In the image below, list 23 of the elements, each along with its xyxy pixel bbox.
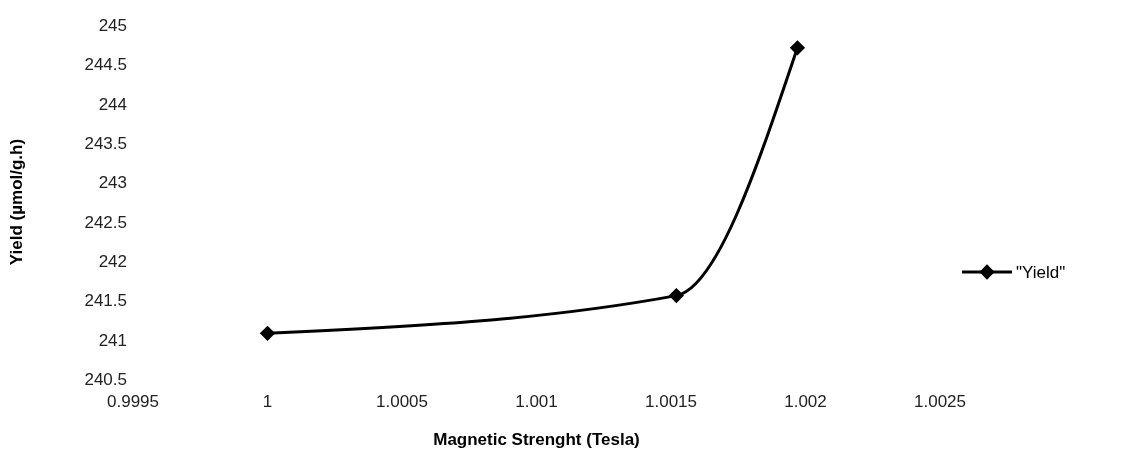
- y-axis-title: Yield (µmol/g.h): [7, 138, 26, 266]
- y-tick-label: 242: [98, 251, 127, 271]
- y-tick-label: 243: [98, 173, 127, 193]
- y-tick-label: 245: [98, 15, 127, 35]
- y-tick-label: 244.5: [84, 55, 127, 75]
- y-tick-label: 241.5: [84, 291, 127, 311]
- point: [668, 287, 685, 304]
- x-tick-label: 1.002: [784, 392, 827, 411]
- point: [259, 325, 276, 342]
- y-tick-label: 243.5: [84, 133, 127, 153]
- y-tick-label: 240.5: [84, 369, 127, 389]
- point: [789, 40, 806, 56]
- x-tick-label: 1.0015: [645, 392, 697, 411]
- y-tick-label: 244: [98, 94, 127, 114]
- x-tick-label: 1: [262, 392, 273, 411]
- x-tick-label: 1.0005: [376, 392, 428, 411]
- x-axis-title: Magnetic Strenght (Tesla): [433, 430, 640, 449]
- y-tick-label: 241: [98, 330, 127, 350]
- x-tick-label: 1.0025: [914, 392, 966, 411]
- y-tick-label: 242.5: [84, 212, 127, 232]
- x-tick-label: 1.001: [515, 392, 558, 411]
- legend-label: "Yield": [1016, 262, 1066, 282]
- x-tick-label: 0.9995: [107, 392, 159, 411]
